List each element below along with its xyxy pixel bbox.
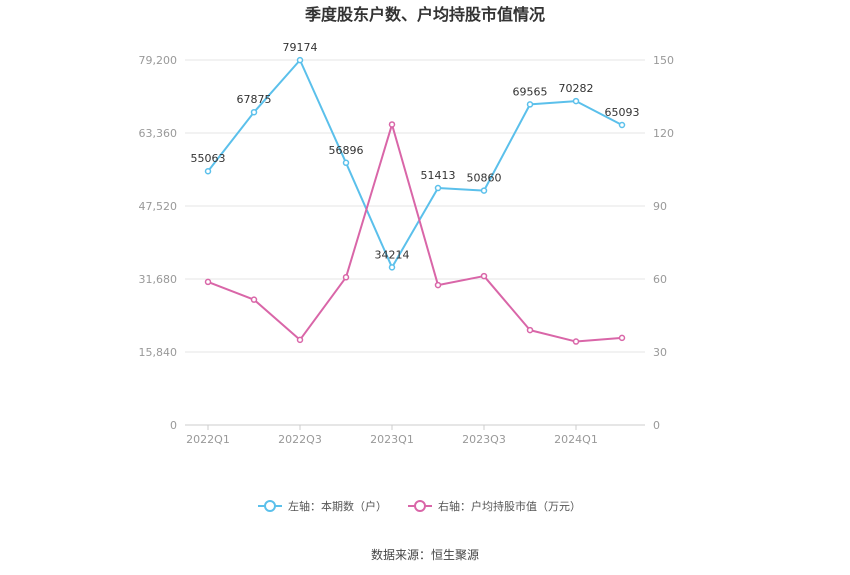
data-label: 79174 — [283, 41, 318, 54]
right-tick-label: 150 — [653, 54, 674, 67]
data-label: 70282 — [559, 82, 594, 95]
chart-title: 季度股东户数、户均持股市值情况 — [304, 5, 545, 24]
legend-label: 右轴：户均持股市值（万元） — [438, 499, 581, 513]
left-tick-label: 31,680 — [139, 273, 178, 286]
data-label: 56896 — [329, 144, 364, 157]
data-point[interactable] — [526, 326, 534, 334]
data-point[interactable] — [296, 56, 304, 64]
data-point[interactable] — [204, 167, 212, 175]
data-label: 34214 — [375, 248, 410, 261]
right-tick-label: 0 — [653, 419, 660, 432]
series-lines — [207, 59, 623, 343]
data-point[interactable] — [250, 108, 258, 116]
grid-lines — [185, 59, 645, 426]
data-point[interactable] — [296, 336, 304, 344]
left-tick-label: 79,200 — [139, 54, 178, 67]
right-tick-label: 120 — [653, 127, 674, 140]
data-point[interactable] — [434, 281, 442, 289]
x-tick-label: 2022Q3 — [278, 433, 322, 446]
data-point[interactable] — [480, 272, 488, 280]
legend[interactable]: 左轴：本期数（户） 右轴：户均持股市值（万元） — [258, 499, 581, 513]
data-source: 数据来源：恒生聚源 — [371, 547, 479, 562]
right-tick-label: 90 — [653, 200, 667, 213]
data-label: 67875 — [237, 93, 272, 106]
data-point[interactable] — [342, 159, 350, 167]
left-axis-ticks: 0 15,840 31,680 47,520 63,360 79,200 — [139, 54, 178, 432]
right-tick-label: 60 — [653, 273, 667, 286]
data-point[interactable] — [480, 187, 488, 194]
right-tick-label: 30 — [653, 346, 667, 359]
data-point[interactable] — [250, 296, 258, 303]
data-point[interactable] — [204, 278, 212, 286]
data-point[interactable] — [342, 274, 350, 281]
series-line-2 — [207, 123, 623, 343]
data-label: 50860 — [467, 172, 502, 185]
data-labels: 55063 67875 79174 56896 34214 51413 50860 69565… — [191, 41, 640, 261]
x-tick-label: 2022Q1 — [186, 433, 230, 446]
data-point[interactable] — [388, 264, 396, 271]
left-tick-label: 0 — [170, 419, 177, 432]
data-point[interactable] — [434, 184, 442, 192]
data-point[interactable] — [572, 97, 580, 105]
left-tick-label: 63,360 — [139, 127, 178, 140]
x-tick-label: 2023Q1 — [370, 433, 414, 446]
left-tick-label: 47,520 — [139, 200, 178, 213]
x-tick-label: 2024Q1 — [554, 433, 598, 446]
data-label: 69565 — [513, 85, 548, 98]
x-axis-ticks: 2022Q1 2022Q3 2023Q1 2023Q3 2024Q1 — [186, 425, 598, 446]
legend-marker — [414, 500, 426, 512]
data-point[interactable] — [618, 334, 626, 342]
data-point[interactable] — [572, 338, 580, 345]
data-label: 51413 — [421, 169, 456, 182]
x-tick-label: 2023Q3 — [462, 433, 506, 446]
data-point[interactable] — [618, 121, 626, 129]
legend-marker — [264, 500, 276, 512]
data-label: 65093 — [605, 106, 640, 119]
legend-label: 左轴：本期数（户） — [288, 499, 387, 513]
legend-item-2[interactable]: 右轴：户均持股市值（万元） — [408, 499, 581, 513]
series-points — [204, 56, 626, 345]
data-point[interactable] — [526, 101, 534, 108]
data-point[interactable] — [388, 121, 396, 128]
data-label: 55063 — [191, 152, 226, 165]
series-line-1 — [207, 59, 623, 269]
right-axis-ticks: 0 30 60 90 120 150 — [653, 54, 674, 432]
legend-item-1[interactable]: 左轴：本期数（户） — [258, 499, 387, 513]
left-tick-label: 15,840 — [139, 346, 178, 359]
